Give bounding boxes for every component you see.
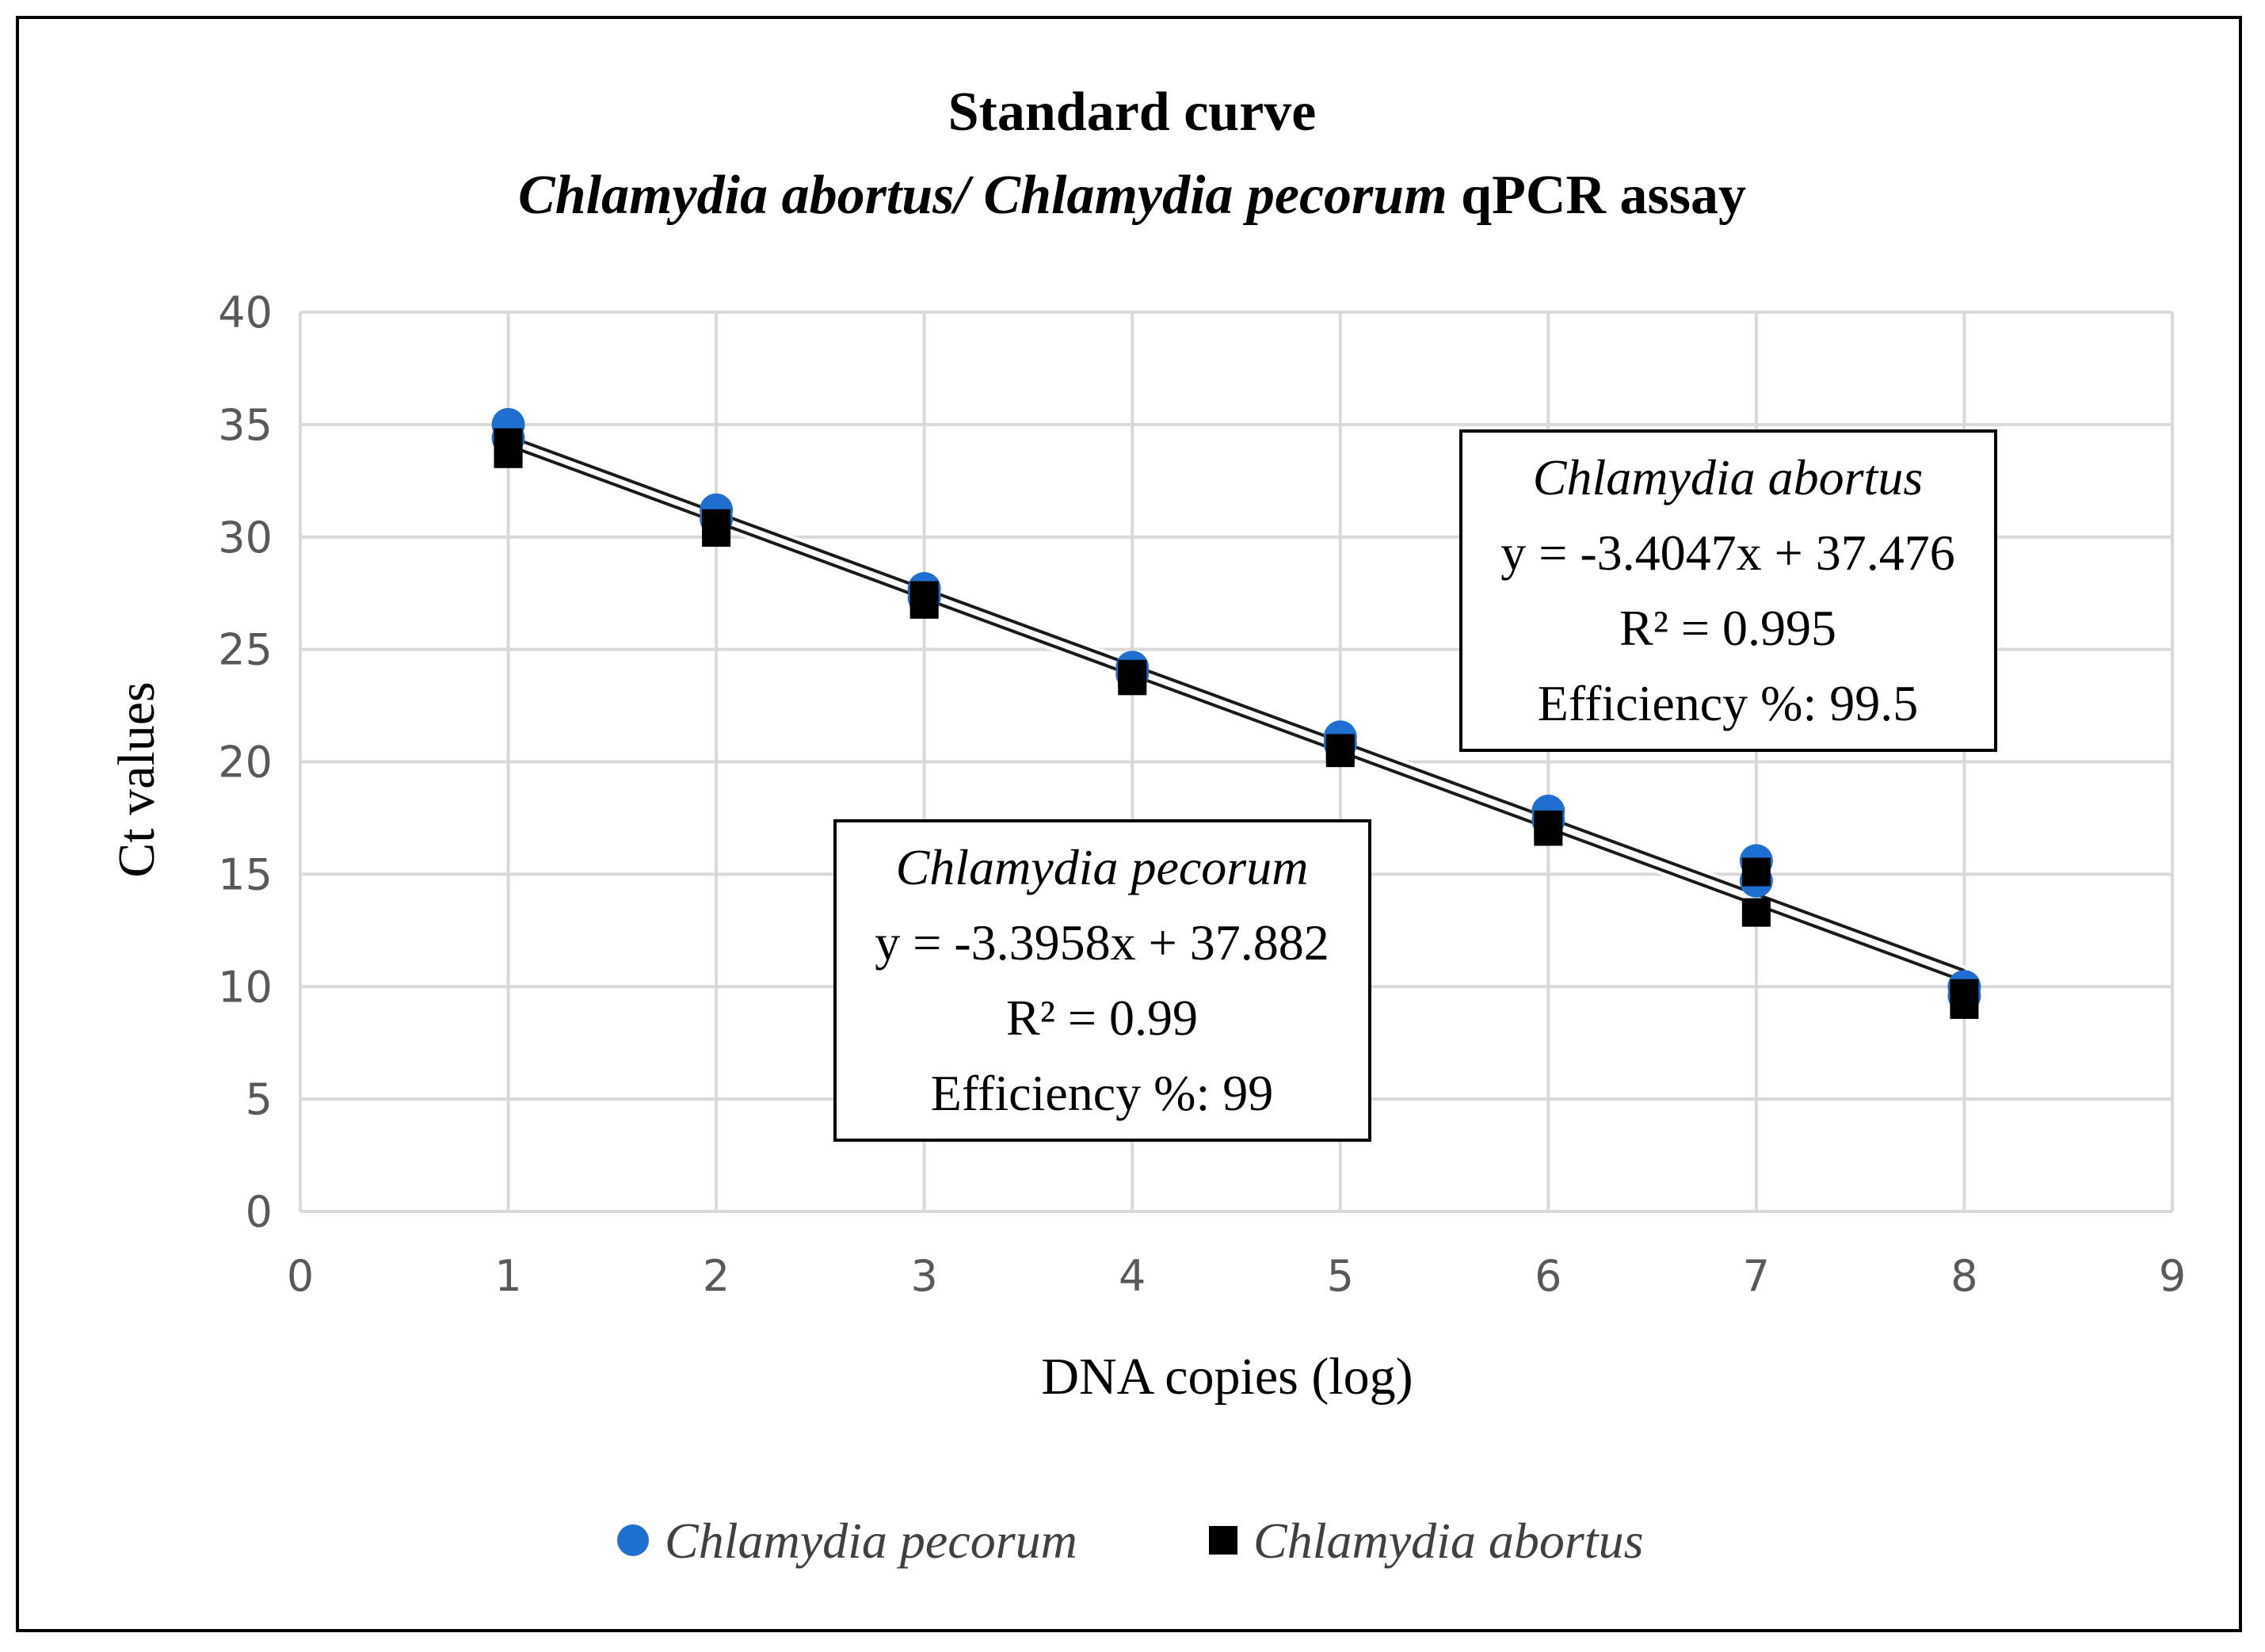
chart-subtitle: Chlamydia abortus/ Chlamydia pecorum qPC… xyxy=(518,165,1746,226)
chart-subtitle-plain: qPCR assay xyxy=(1447,165,1746,226)
y-tick-label-7: 35 xyxy=(218,400,273,450)
point-1-7 xyxy=(1118,666,1147,696)
y-tick-label-5: 25 xyxy=(218,625,273,675)
x-tick-label-9: 9 xyxy=(2159,1251,2186,1301)
x-tick-label-0: 0 xyxy=(287,1251,314,1301)
point-1-15 xyxy=(1950,990,1979,1019)
tick-labels: 0 5 10 15 20 25 30 35 40 0 1 2 3 4 5 6 7 8 9 xyxy=(218,288,2186,1301)
point-1-9 xyxy=(1325,738,1355,768)
chart-svg: Standard curve Chlamydia abortus/ Chlamy… xyxy=(108,82,2186,1569)
legend-marker-pecorum xyxy=(617,1524,649,1556)
y-tick-label-4: 20 xyxy=(218,738,273,788)
point-1-11 xyxy=(1534,817,1563,846)
x-tick-label-3: 3 xyxy=(910,1251,937,1301)
point-1-13 xyxy=(1741,898,1771,927)
trendlines xyxy=(506,431,1966,986)
x-tick-label-6: 6 xyxy=(1535,1251,1561,1301)
y-tick-label-0: 0 xyxy=(246,1187,273,1237)
legend: Chlamydia pecorum Chlamydia abortus xyxy=(617,1513,1643,1569)
y-tick-label-2: 10 xyxy=(218,962,273,1012)
x-tick-label-5: 5 xyxy=(1327,1251,1354,1301)
point-1-3 xyxy=(702,518,731,547)
point-1-5 xyxy=(909,589,939,619)
x-tick-label-4: 4 xyxy=(1119,1251,1146,1301)
x-tick-label-1: 1 xyxy=(494,1251,521,1301)
chart-subtitle-italic: Chlamydia abortus/ Chlamydia pecorum xyxy=(518,165,1447,226)
chart-title: Standard curve xyxy=(948,82,1317,143)
equation-box-pecorum-name: Chlamydia pecorum xyxy=(896,839,1309,895)
x-tick-label-7: 7 xyxy=(1743,1251,1770,1301)
x-axis-label: DNA copies (log) xyxy=(1041,1348,1413,1406)
equation-box-pecorum-frame xyxy=(833,819,1371,1142)
grid xyxy=(299,311,2174,1213)
legend-marker-abortus xyxy=(1209,1526,1237,1555)
equation-box-pecorum-efficiency: Efficiency %: 99 xyxy=(931,1065,1273,1121)
y-tick-label-1: 5 xyxy=(246,1074,273,1124)
data-points xyxy=(491,407,1981,1019)
y-axis-label: Ct values xyxy=(108,681,166,877)
equation-box-pecorum-equation: y = -3.3958x + 37.882 xyxy=(875,914,1329,971)
legend-label-pecorum: Chlamydia pecorum xyxy=(665,1513,1077,1569)
equation-box-abortus-efficiency: Efficiency %: 99.5 xyxy=(1538,675,1918,731)
equation-box-pecorum: Chlamydia pecorum y = -3.3958x + 37.882 … xyxy=(833,819,1371,1142)
chart-frame: Standard curve Chlamydia abortus/ Chlamy… xyxy=(16,16,2242,1632)
equation-box-abortus-frame xyxy=(1459,429,1997,752)
equation-box-pecorum-r2: R² = 0.99 xyxy=(1006,990,1198,1046)
y-tick-label-8: 40 xyxy=(218,288,273,338)
x-tick-label-2: 2 xyxy=(703,1251,730,1301)
point-1-1 xyxy=(494,439,523,468)
point-1-12 xyxy=(1741,857,1771,887)
trendline-0 xyxy=(507,434,1966,972)
equation-box-abortus-equation: y = -3.4047x + 37.476 xyxy=(1500,525,1955,581)
y-tick-label-6: 30 xyxy=(218,513,273,563)
y-tick-label-3: 15 xyxy=(218,849,273,899)
trendline-1 xyxy=(507,444,1966,983)
equation-box-abortus-r2: R² = 0.995 xyxy=(1619,600,1836,656)
legend-label-abortus: Chlamydia abortus xyxy=(1253,1513,1643,1569)
equation-box-abortus-name: Chlamydia abortus xyxy=(1533,449,1923,506)
equation-box-abortus: Chlamydia abortus y = -3.4047x + 37.476 … xyxy=(1459,429,1997,752)
x-tick-label-8: 8 xyxy=(1950,1251,1977,1301)
